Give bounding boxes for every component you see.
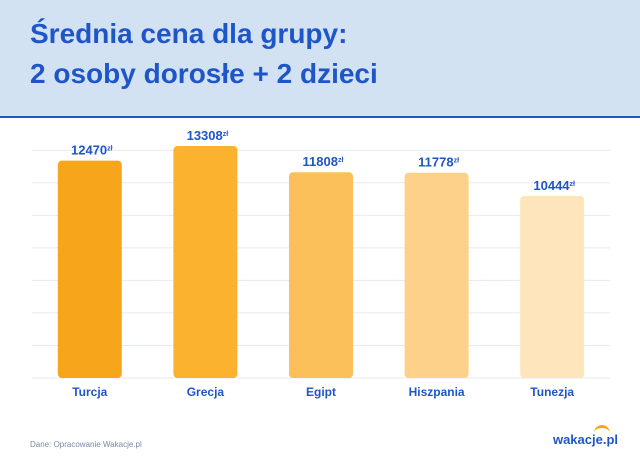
data-source-note: Dane: Opracowanie Wakacje.pl (30, 440, 142, 449)
category-label: Tunezja (530, 385, 574, 399)
value-label: 12470zł (71, 143, 113, 158)
bar-grecja (173, 146, 238, 378)
header-banner: Średnia cena dla grupy: 2 osoby dorosłe … (0, 0, 640, 118)
value-unit: zł (570, 181, 576, 188)
category-label: Egipt (306, 385, 336, 399)
value-label: 11778zł (418, 155, 459, 170)
logo-sun-icon (594, 425, 610, 433)
chart-title-line-2: 2 osoby dorosłe + 2 dzieci (30, 58, 378, 89)
value-label: 11808zł (303, 154, 344, 169)
value-unit: zł (338, 157, 344, 164)
category-label: Hiszpania (409, 385, 465, 399)
bar-tunezja (520, 195, 585, 378)
bar-egipt (289, 172, 353, 378)
value-unit: zł (223, 131, 229, 138)
chart-title-line-1: Średnia cena dla grupy: (30, 18, 348, 49)
bar-chart: 12470zł Turcja 13308zł Grecja 11808zł Egipt 11… (0, 118, 640, 418)
value-label: 13308zł (187, 128, 229, 143)
value-unit: zł (454, 158, 460, 165)
value-unit: zł (107, 146, 113, 153)
brand-logo: wakacje.pl (552, 432, 618, 447)
bar-turcja (57, 160, 122, 378)
bar-hiszpania (404, 172, 469, 378)
value-label: 10444zł (533, 178, 575, 193)
bar-chart-svg: 12470zł Turcja 13308zł Grecja 11808zł Egipt 11… (32, 128, 610, 399)
category-label: Grecja (187, 385, 225, 399)
category-label: Turcja (72, 385, 107, 399)
